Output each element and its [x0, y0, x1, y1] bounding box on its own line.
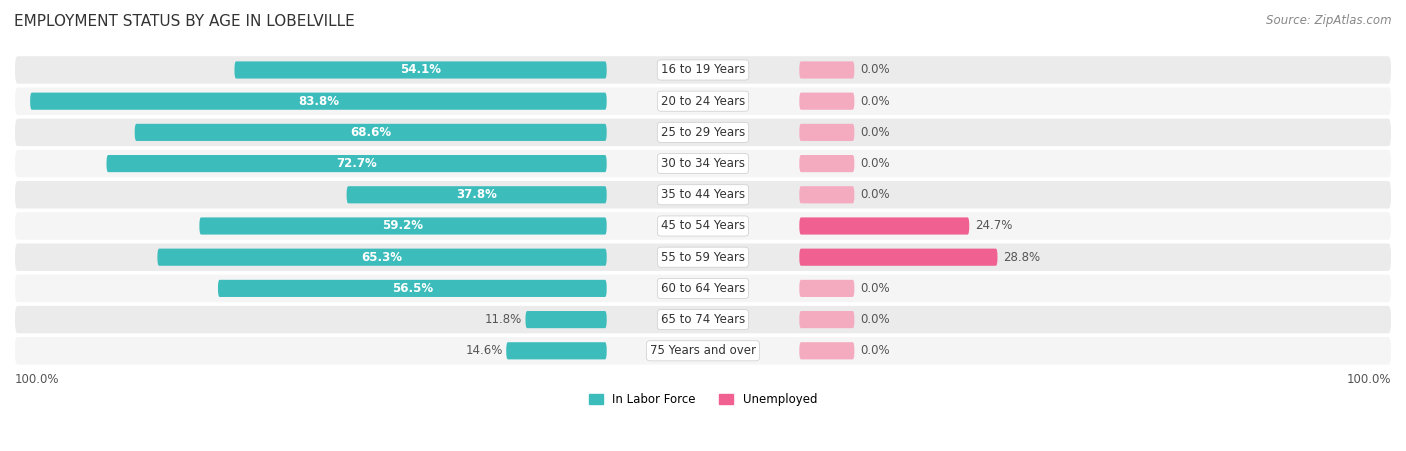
Text: 24.7%: 24.7%	[974, 220, 1012, 233]
FancyBboxPatch shape	[800, 311, 855, 328]
FancyBboxPatch shape	[157, 249, 606, 266]
Text: 30 to 34 Years: 30 to 34 Years	[661, 157, 745, 170]
FancyBboxPatch shape	[107, 155, 606, 172]
FancyBboxPatch shape	[15, 56, 1391, 84]
FancyBboxPatch shape	[800, 217, 969, 235]
FancyBboxPatch shape	[15, 87, 1391, 115]
FancyBboxPatch shape	[15, 244, 1391, 271]
Text: 0.0%: 0.0%	[860, 64, 890, 77]
Text: 0.0%: 0.0%	[860, 282, 890, 295]
FancyBboxPatch shape	[15, 306, 1391, 333]
FancyBboxPatch shape	[30, 92, 606, 110]
Text: 54.1%: 54.1%	[401, 64, 441, 77]
FancyBboxPatch shape	[347, 186, 606, 203]
Text: 14.6%: 14.6%	[465, 344, 503, 357]
Text: 0.0%: 0.0%	[860, 344, 890, 357]
Text: 60 to 64 Years: 60 to 64 Years	[661, 282, 745, 295]
Text: 0.0%: 0.0%	[860, 313, 890, 326]
Text: 65 to 74 Years: 65 to 74 Years	[661, 313, 745, 326]
FancyBboxPatch shape	[526, 311, 606, 328]
Text: Source: ZipAtlas.com: Source: ZipAtlas.com	[1267, 14, 1392, 27]
FancyBboxPatch shape	[135, 124, 606, 141]
FancyBboxPatch shape	[506, 342, 606, 359]
FancyBboxPatch shape	[800, 342, 855, 359]
Text: 0.0%: 0.0%	[860, 157, 890, 170]
FancyBboxPatch shape	[15, 275, 1391, 302]
FancyBboxPatch shape	[218, 280, 606, 297]
Text: 35 to 44 Years: 35 to 44 Years	[661, 188, 745, 201]
Text: EMPLOYMENT STATUS BY AGE IN LOBELVILLE: EMPLOYMENT STATUS BY AGE IN LOBELVILLE	[14, 14, 354, 28]
Text: 0.0%: 0.0%	[860, 126, 890, 139]
FancyBboxPatch shape	[800, 92, 855, 110]
FancyBboxPatch shape	[15, 181, 1391, 208]
FancyBboxPatch shape	[15, 212, 1391, 240]
Text: 55 to 59 Years: 55 to 59 Years	[661, 251, 745, 264]
Legend: In Labor Force, Unemployed: In Labor Force, Unemployed	[583, 388, 823, 411]
Text: 100.0%: 100.0%	[15, 373, 59, 386]
Text: 68.6%: 68.6%	[350, 126, 391, 139]
Text: 0.0%: 0.0%	[860, 188, 890, 201]
FancyBboxPatch shape	[235, 61, 606, 78]
Text: 83.8%: 83.8%	[298, 95, 339, 108]
FancyBboxPatch shape	[800, 186, 855, 203]
FancyBboxPatch shape	[15, 119, 1391, 146]
Text: 16 to 19 Years: 16 to 19 Years	[661, 64, 745, 77]
FancyBboxPatch shape	[800, 249, 997, 266]
Text: 0.0%: 0.0%	[860, 95, 890, 108]
Text: 75 Years and over: 75 Years and over	[650, 344, 756, 357]
FancyBboxPatch shape	[200, 217, 606, 235]
Text: 20 to 24 Years: 20 to 24 Years	[661, 95, 745, 108]
FancyBboxPatch shape	[800, 124, 855, 141]
Text: 59.2%: 59.2%	[382, 220, 423, 233]
Text: 37.8%: 37.8%	[456, 188, 498, 201]
FancyBboxPatch shape	[15, 150, 1391, 177]
Text: 100.0%: 100.0%	[1347, 373, 1391, 386]
Text: 25 to 29 Years: 25 to 29 Years	[661, 126, 745, 139]
FancyBboxPatch shape	[800, 155, 855, 172]
FancyBboxPatch shape	[15, 337, 1391, 364]
Text: 65.3%: 65.3%	[361, 251, 402, 264]
FancyBboxPatch shape	[800, 61, 855, 78]
Text: 56.5%: 56.5%	[392, 282, 433, 295]
Text: 72.7%: 72.7%	[336, 157, 377, 170]
Text: 28.8%: 28.8%	[1002, 251, 1040, 264]
Text: 45 to 54 Years: 45 to 54 Years	[661, 220, 745, 233]
Text: 11.8%: 11.8%	[485, 313, 522, 326]
FancyBboxPatch shape	[800, 280, 855, 297]
